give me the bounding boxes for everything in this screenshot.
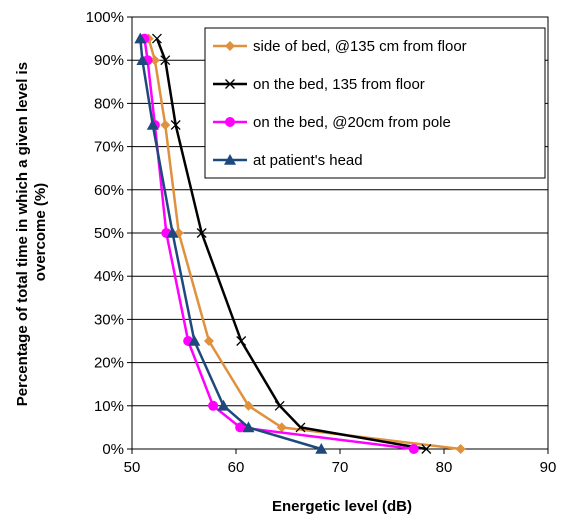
series-3: [134, 32, 328, 454]
legend: side of bed, @135 cm from floor on the be…: [204, 27, 546, 179]
data-point: [188, 335, 201, 346]
data-point: [276, 422, 287, 433]
series: [134, 32, 466, 454]
legend-swatch-marker: [225, 41, 235, 51]
legend-entry: on the bed, 135 from floor: [213, 76, 425, 93]
axes: [127, 16, 549, 454]
data-point: [242, 421, 255, 433]
data-point: [160, 120, 171, 130]
x-tick-label: 70: [332, 459, 349, 476]
data-point: [203, 336, 214, 346]
x-marker-stroke: [170, 120, 181, 130]
x-marker-stroke: [274, 400, 285, 411]
x-axis-title: Energetic level (dB): [272, 498, 412, 515]
y-tick-label: 40%: [94, 268, 124, 285]
data-point: [134, 32, 147, 44]
data-point: [149, 55, 160, 66]
x-tick-label: 50: [124, 459, 141, 476]
tick-labels: 0% 10% 20% 30% 40% 50% 60% 70% 80% 90% 100% 50 60 70 8…: [86, 9, 557, 476]
x-tick-label: 80: [436, 459, 453, 476]
y-tick-label: 50%: [94, 225, 124, 242]
data-point: [235, 422, 246, 433]
x-tick-label: 60: [228, 459, 245, 476]
data-point: [295, 422, 306, 433]
data-point: [243, 400, 254, 411]
y-axis-title-line-2: overcome (%): [32, 183, 49, 281]
legend-swatch-marker: [225, 79, 235, 89]
legend-entry: at patient's head: [213, 152, 363, 169]
legend-label: at patient's head: [253, 152, 363, 169]
x-marker-stroke: [152, 33, 162, 44]
y-tick-label: 80%: [94, 95, 124, 112]
data-point: [315, 443, 328, 454]
legend-box: [204, 27, 546, 179]
series-line: [147, 38, 461, 451]
x-marker-stroke: [225, 79, 235, 89]
legend-label: side of bed, @135 cm from floor: [253, 38, 467, 55]
x-marker-stroke: [196, 228, 207, 238]
series-1: [152, 33, 432, 454]
series-line: [139, 38, 322, 451]
data-point: [196, 228, 207, 238]
series-line: [143, 38, 414, 451]
legend-swatch-marker: [224, 154, 236, 165]
data-point: [274, 400, 285, 411]
x-tick-label: 90: [540, 459, 557, 476]
y-axis-title-line-1: Percentage of total time in which a give…: [14, 62, 31, 406]
y-tick-label: 30%: [94, 311, 124, 328]
y-tick-label: 60%: [94, 182, 124, 199]
data-point: [208, 400, 219, 411]
y-tick-label: 70%: [94, 139, 124, 156]
y-axis-title: Percentage of total time in which a give…: [14, 58, 49, 406]
data-point: [136, 54, 149, 65]
legend-entry: side of bed, @135 cm from floor: [213, 38, 467, 55]
data-point: [166, 227, 179, 238]
data-point: [455, 444, 466, 454]
data-point: [236, 336, 247, 346]
legend-entry: on the bed, @20cm from pole: [213, 114, 451, 131]
data-point: [408, 444, 419, 454]
x-marker-stroke: [295, 422, 306, 433]
y-tick-label: 10%: [94, 398, 124, 415]
data-point: [421, 444, 432, 454]
y-tick-label: 90%: [94, 52, 124, 69]
x-marker-stroke: [160, 55, 171, 66]
data-point: [170, 120, 181, 130]
y-tick-label: 0%: [102, 441, 124, 458]
x-marker-stroke: [236, 336, 247, 346]
legend-swatch-marker: [225, 117, 235, 127]
y-tick-label: 20%: [94, 355, 124, 372]
x-marker-stroke: [421, 444, 432, 454]
legend-label: on the bed, 135 from floor: [253, 76, 425, 93]
y-tick-label: 100%: [86, 9, 124, 26]
data-point: [217, 399, 230, 411]
legend-label: on the bed, @20cm from pole: [253, 114, 451, 131]
data-point: [146, 119, 159, 130]
data-point: [160, 55, 171, 66]
data-point: [152, 33, 162, 44]
